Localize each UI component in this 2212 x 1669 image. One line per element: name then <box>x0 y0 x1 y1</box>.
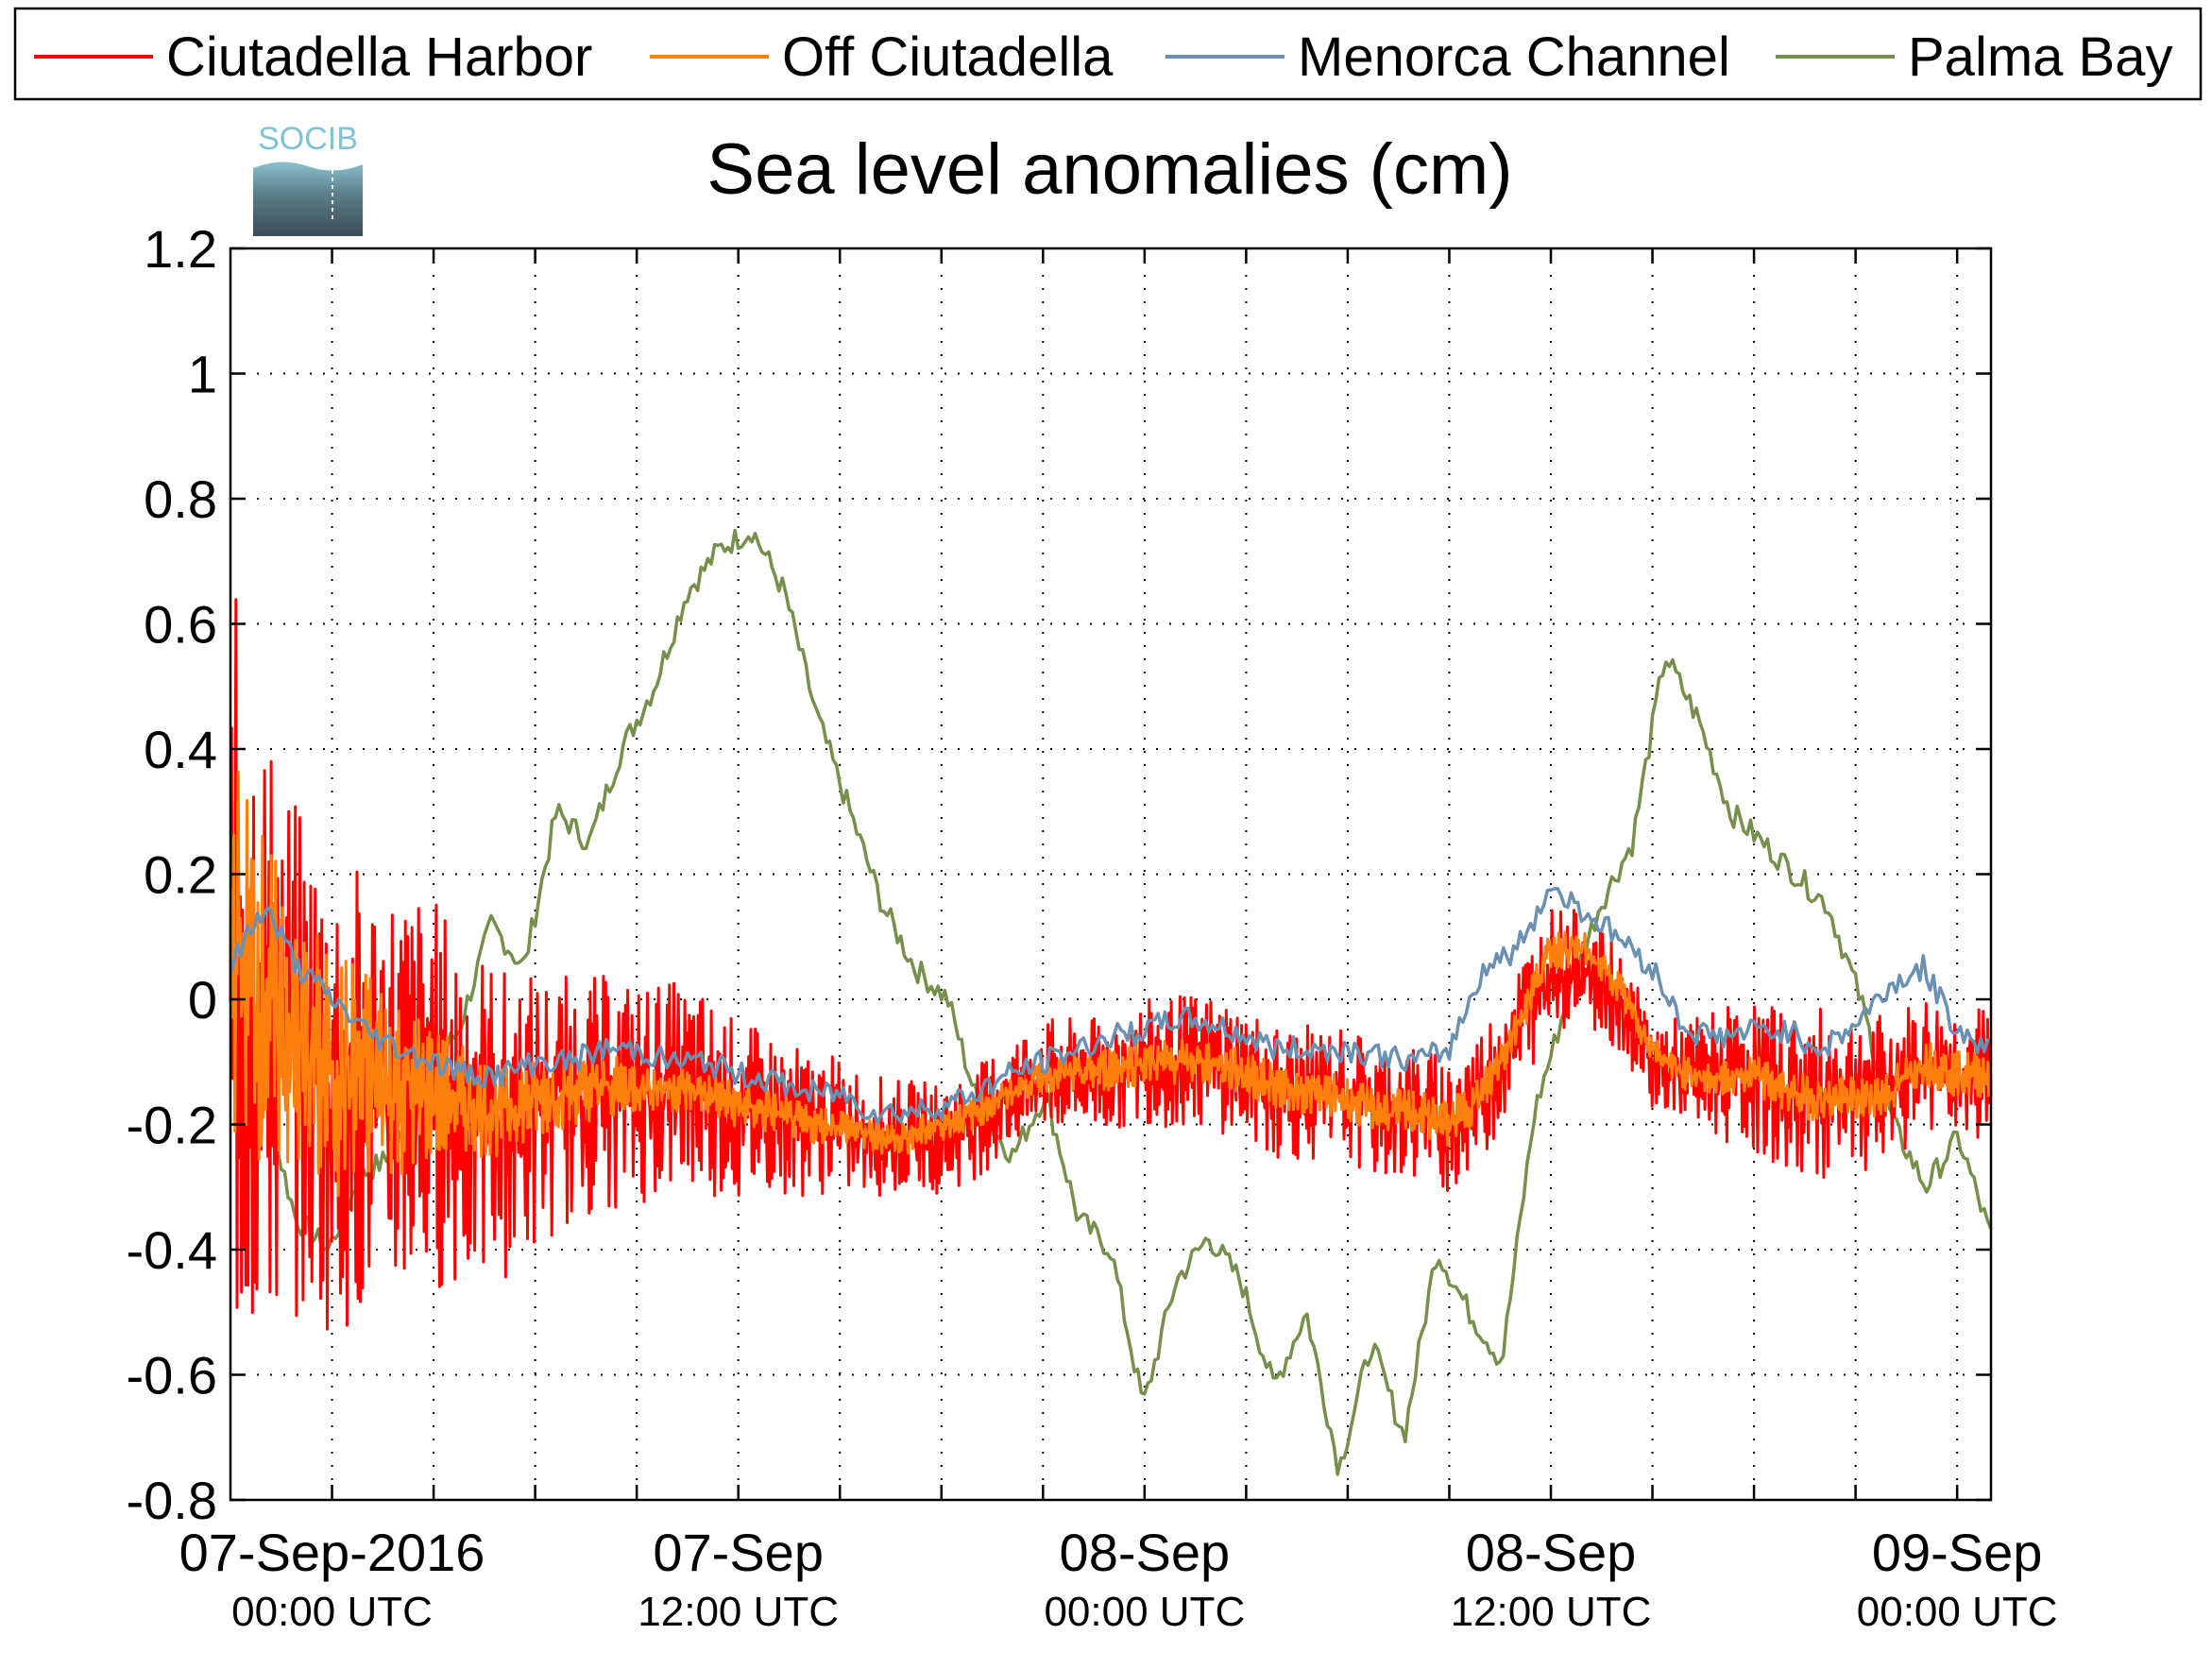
x-tick-date-label: 07-Sep-2016 <box>179 1523 485 1582</box>
x-tick-time-label: 00:00 UTC <box>1044 1589 1245 1635</box>
legend-label: Menorca Channel <box>1298 26 1730 88</box>
y-tick-label: -0.2 <box>127 1096 218 1155</box>
y-tick-label: -0.8 <box>127 1471 218 1530</box>
y-tick-label: 0.8 <box>144 469 217 529</box>
logo-wave <box>253 159 363 171</box>
y-tick-label: 0.2 <box>144 845 217 905</box>
y-tick-label: -0.6 <box>127 1346 218 1405</box>
legend-label: Palma Bay <box>1908 26 2172 88</box>
legend-items: Ciutadella Harbor Off Ciutadella Menorca C… <box>34 26 2172 88</box>
logo-water-block <box>253 159 363 236</box>
legend-label: Ciutadella Harbor <box>166 26 592 88</box>
x-tick-time-label: 12:00 UTC <box>638 1589 839 1635</box>
y-tick-label: 0.6 <box>144 595 217 655</box>
y-tick-label: 0.4 <box>144 720 217 779</box>
x-tick-time-label: 00:00 UTC <box>1857 1589 2058 1635</box>
y-tick-label: -0.4 <box>127 1220 218 1280</box>
x-tick-time-label: 00:00 UTC <box>231 1589 433 1635</box>
series-line-off-ciutadella <box>229 770 1993 1198</box>
x-tick-date-label: 08-Sep <box>1060 1523 1231 1582</box>
series-line-palma-bay <box>229 528 1993 1476</box>
series-layer <box>229 528 1993 1476</box>
y-tick-label: 1.2 <box>144 219 217 279</box>
chart-title: Sea level anomalies (cm) <box>706 129 1512 210</box>
y-axis-labels: 1.2 1 0.8 0.6 0.4 0.2 0 -0.2 -0.4 -0.6 -0.8 <box>127 219 218 1530</box>
y-tick-label: 0 <box>188 970 217 1030</box>
legend-box <box>13 7 2203 101</box>
x-tick-date-label: 07-Sep <box>653 1523 824 1582</box>
ticks <box>230 247 1991 1502</box>
x-tick-date-label: 09-Sep <box>1872 1523 2043 1582</box>
plot-background <box>230 248 1991 1500</box>
x-tick-time-label: 12:00 UTC <box>1451 1589 1652 1635</box>
legend-label: Off Ciutadella <box>782 26 1114 88</box>
plot-area <box>229 247 1993 1502</box>
x-tick-date-label: 08-Sep <box>1466 1523 1637 1582</box>
x-axis-labels: 07-Sep-2016 00:00 UTC 07-Sep 12:00 UTC 08-Se… <box>179 1523 2058 1635</box>
logo-text: SOCIB <box>258 121 358 157</box>
legend: Ciutadella Harbor Off Ciutadella Menorca C… <box>13 7 2203 101</box>
series-line-menorca-channel <box>229 886 1992 1125</box>
socib-logo: SOCIB <box>253 121 363 236</box>
y-tick-label: 1 <box>188 345 217 404</box>
